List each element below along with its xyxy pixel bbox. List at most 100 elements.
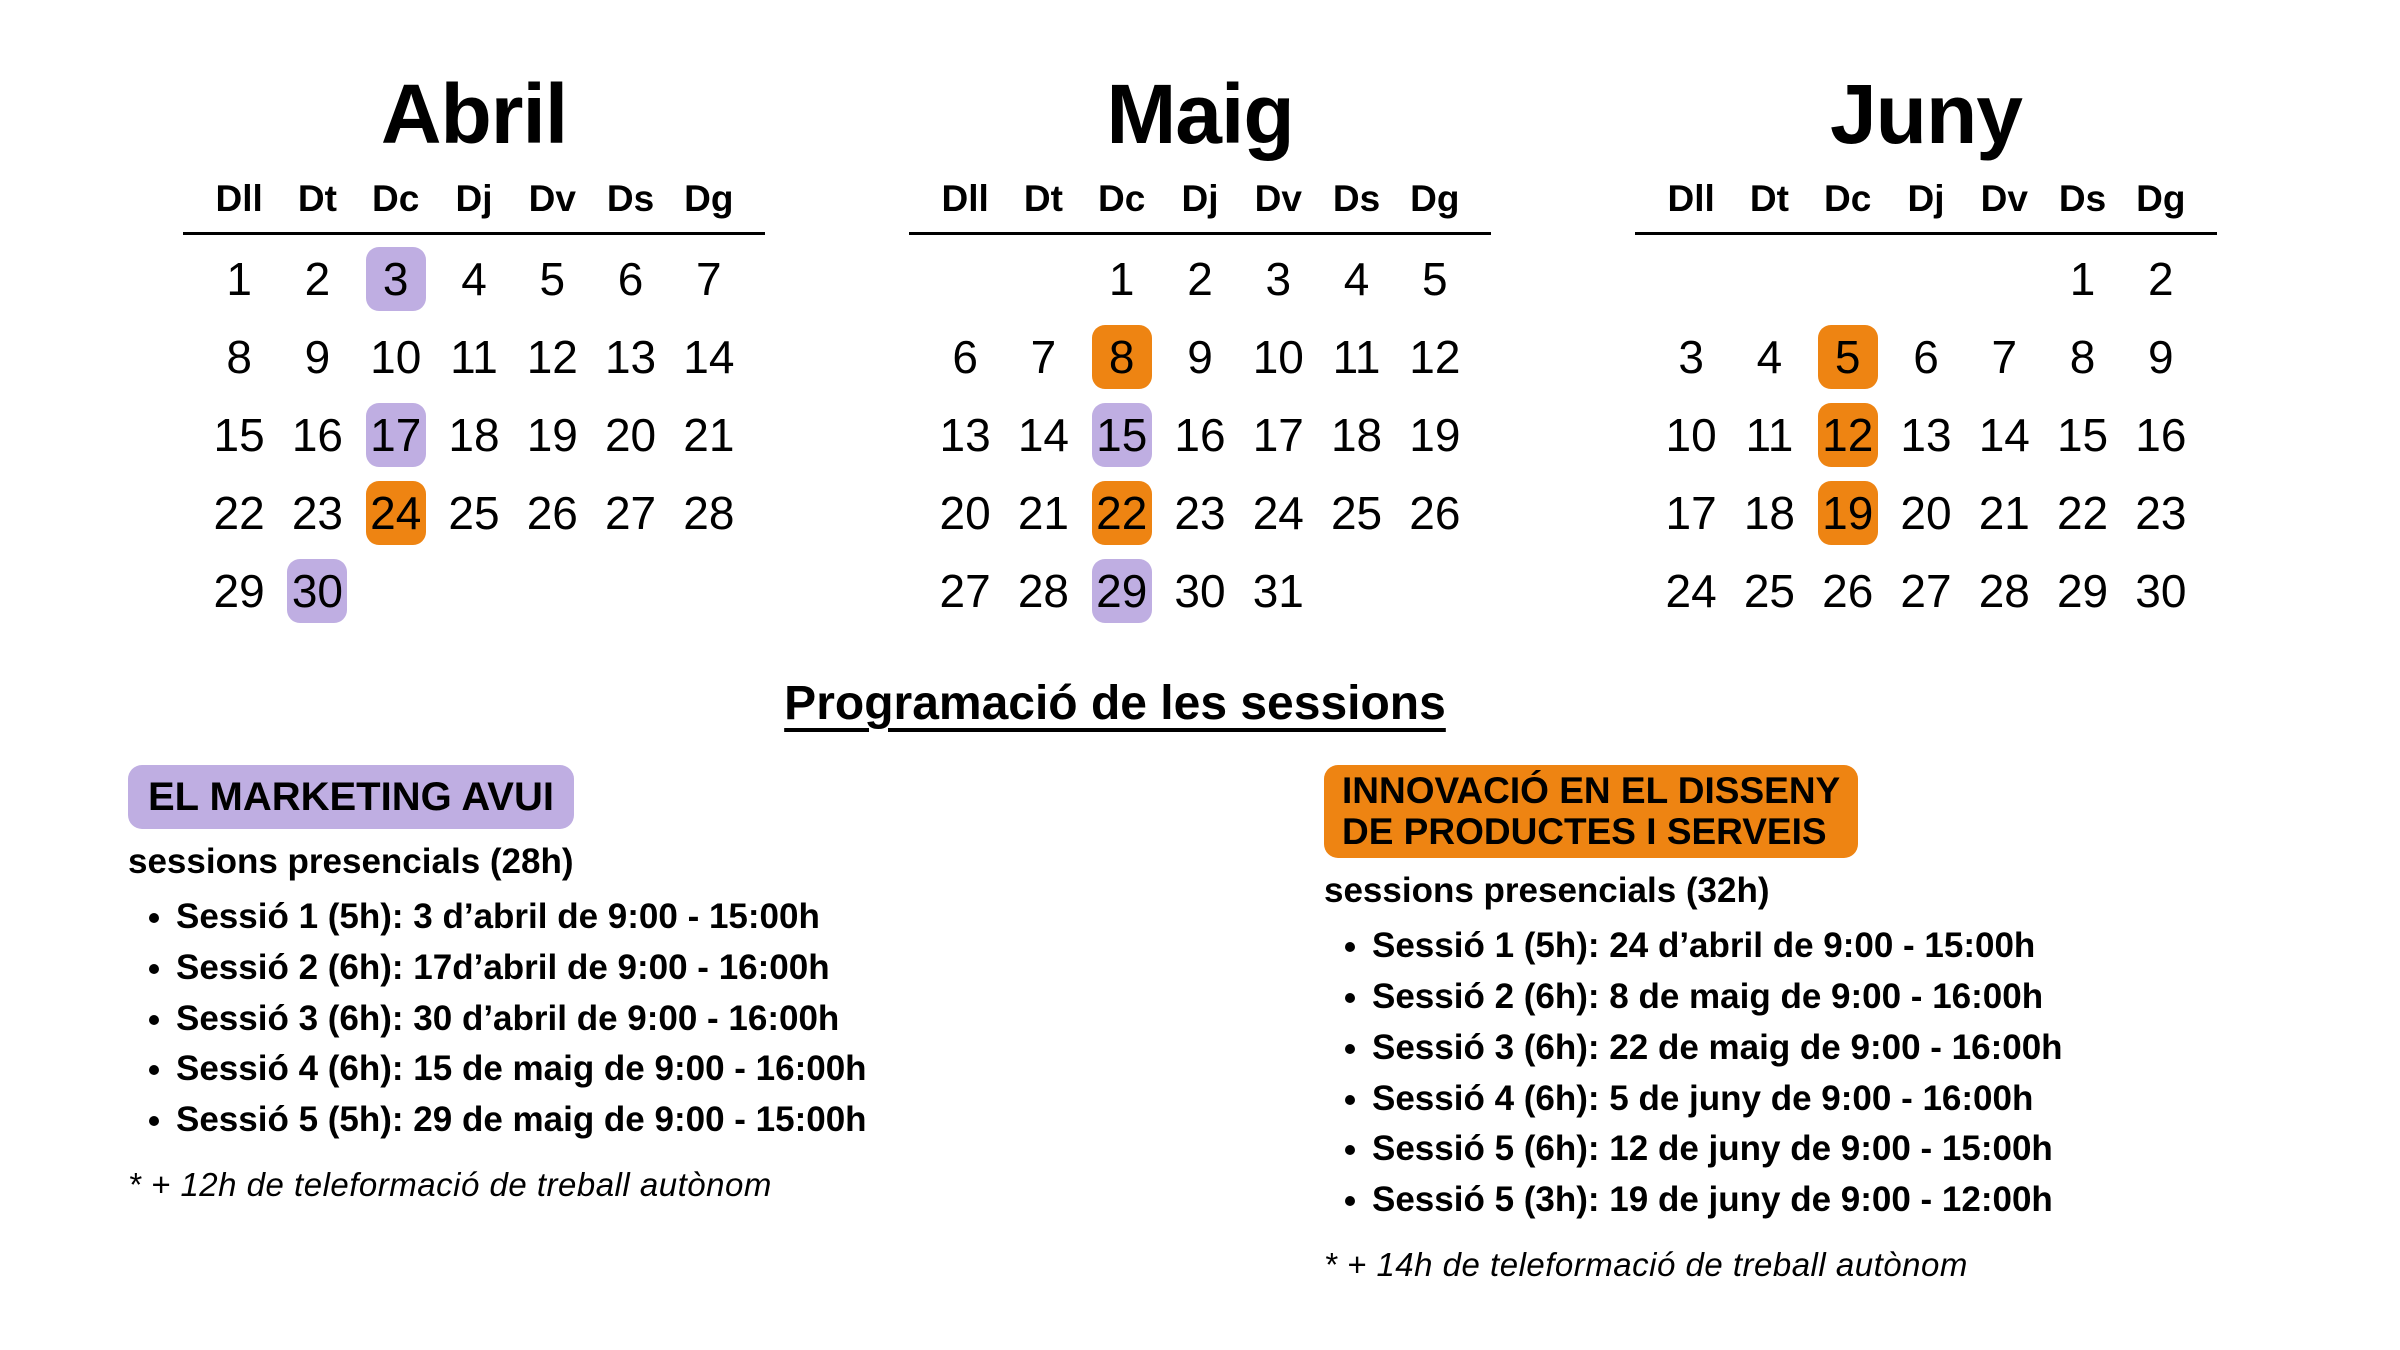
calendar-day: 23 <box>278 474 356 552</box>
calendar-day-highlighted: 15 <box>1083 396 1161 474</box>
calendar-day: 1 <box>200 240 278 318</box>
empty-day-cell <box>1887 240 1965 318</box>
course-session-list: Sessió 1 (5h): 24 d’abril de 9:00 - 15:0… <box>1324 921 2320 1226</box>
day-number <box>1739 247 1799 311</box>
calendar-day: 22 <box>2043 474 2121 552</box>
day-number: 7 <box>1991 331 2018 383</box>
day-number: 18 <box>1743 487 1795 539</box>
day-number: 16 <box>1174 409 1226 461</box>
day-number: 19 <box>1409 409 1461 461</box>
day-number: 4 <box>1343 253 1370 305</box>
day-number: 19 <box>1817 481 1878 545</box>
calendar-day: 15 <box>200 396 278 474</box>
empty-day-cell <box>1652 240 1730 318</box>
calendar-day: 8 <box>2043 318 2121 396</box>
calendar-day: 24 <box>1239 474 1317 552</box>
day-number: 23 <box>2135 487 2187 539</box>
calendar-day: 12 <box>513 318 591 396</box>
course-block-marketing: EL MARKETING AVUI sessions presencials (2… <box>128 765 1324 1204</box>
session-item: Sessió 1 (5h): 3 d’abril de 9:00 - 15:00… <box>176 892 1324 943</box>
weekday-header: Dj <box>1181 178 1219 219</box>
day-number <box>1661 247 1721 311</box>
calendar-day: 24 <box>1652 552 1730 630</box>
day-number: 14 <box>683 331 735 383</box>
weekday-header: Dv <box>1980 178 2028 219</box>
calendar-day: 30 <box>2122 552 2200 630</box>
day-number: 6 <box>952 331 978 383</box>
day-number: 19 <box>526 409 578 461</box>
calendar-day: 20 <box>591 396 669 474</box>
weekday-header: Ds <box>2058 178 2107 219</box>
calendar-title: Juny <box>1829 67 2023 161</box>
day-number: 27 <box>939 565 991 617</box>
session-item: Sessió 4 (6h): 5 de juny de 9:00 - 16:00… <box>1372 1074 2320 1125</box>
day-number: 2 <box>304 253 331 305</box>
day-number: 21 <box>1978 487 2030 539</box>
course-footnote: * + 14h de teleformació de treball autòn… <box>1324 1245 1968 1283</box>
calendar-day: 21 <box>1965 474 2043 552</box>
weekday-header: Dt <box>1023 178 1063 219</box>
day-number: 23 <box>1174 487 1226 539</box>
calendar-day: 9 <box>2122 318 2200 396</box>
empty-day-cell <box>926 240 1004 318</box>
day-number: 30 <box>2135 565 2187 617</box>
calendar-day: 4 <box>1730 318 1808 396</box>
day-number <box>1013 247 1073 311</box>
day-number: 27 <box>1900 565 1952 617</box>
empty-day-cell <box>1965 240 2043 318</box>
calendar-day: 28 <box>1004 552 1082 630</box>
calendar-day-highlighted: 29 <box>1083 552 1161 630</box>
day-number <box>1896 247 1956 311</box>
day-number: 29 <box>213 565 265 617</box>
empty-day-cell <box>670 552 748 630</box>
day-number: 8 <box>1091 325 1152 389</box>
calendar-day: 22 <box>200 474 278 552</box>
day-number: 14 <box>1017 409 1069 461</box>
calendar-day: 30 <box>1161 552 1239 630</box>
calendar-abril: Abril Dll Dt Dc Dj Dv Ds Dg 1 2 3 4 5 6 7 8 9 10 11 12 13 14 1… <box>183 72 765 630</box>
calendar-day: 23 <box>1161 474 1239 552</box>
calendar-day: 11 <box>1317 318 1395 396</box>
day-number: 24 <box>1665 565 1717 617</box>
weekday-header-row: Dll Dt Dc Dj Dv Ds Dg <box>200 178 748 232</box>
calendar-day-highlighted: 30 <box>278 552 356 630</box>
empty-day-cell <box>513 552 591 630</box>
calendar-day: 26 <box>1809 552 1887 630</box>
calendar-day: 10 <box>1652 396 1730 474</box>
calendar-day: 7 <box>1965 318 2043 396</box>
calendar-day-highlighted: 19 <box>1809 474 1887 552</box>
calendar-day: 8 <box>200 318 278 396</box>
weekday-header-row: Dll Dt Dc Dj Dv Ds Dg <box>1652 178 2200 232</box>
day-number: 25 <box>1743 565 1795 617</box>
calendar-day: 2 <box>278 240 356 318</box>
calendar-day: 17 <box>1652 474 1730 552</box>
calendar-day: 13 <box>1887 396 1965 474</box>
empty-day-cell <box>1396 552 1474 630</box>
day-number: 31 <box>1252 565 1304 617</box>
weekday-header: Dc <box>372 178 420 219</box>
day-number: 28 <box>1978 565 2030 617</box>
day-number <box>935 247 995 311</box>
day-number <box>1974 247 2034 311</box>
day-number: 21 <box>1017 487 1069 539</box>
day-number: 9 <box>2148 331 2174 383</box>
course-title-line: INNOVACIÓ EN EL DISSENY <box>1342 770 1841 811</box>
day-number: 5 <box>1817 325 1878 389</box>
calendar-day: 6 <box>926 318 1004 396</box>
day-number: 12 <box>526 331 578 383</box>
empty-day-cell <box>435 552 513 630</box>
calendar-day: 3 <box>1239 240 1317 318</box>
calendar-day: 7 <box>670 240 748 318</box>
calendar-day: 5 <box>1396 240 1474 318</box>
calendar-day: 31 <box>1239 552 1317 630</box>
calendar-day: 6 <box>591 240 669 318</box>
day-number: 13 <box>604 331 657 383</box>
day-number: 8 <box>2069 331 2096 383</box>
day-number: 3 <box>1678 331 1704 383</box>
calendar-day: 16 <box>1161 396 1239 474</box>
calendar-day: 10 <box>357 318 435 396</box>
calendar-day-highlighted: 24 <box>357 474 435 552</box>
day-number: 22 <box>2056 487 2109 539</box>
calendar-day: 9 <box>278 318 356 396</box>
day-number: 22 <box>213 487 265 539</box>
